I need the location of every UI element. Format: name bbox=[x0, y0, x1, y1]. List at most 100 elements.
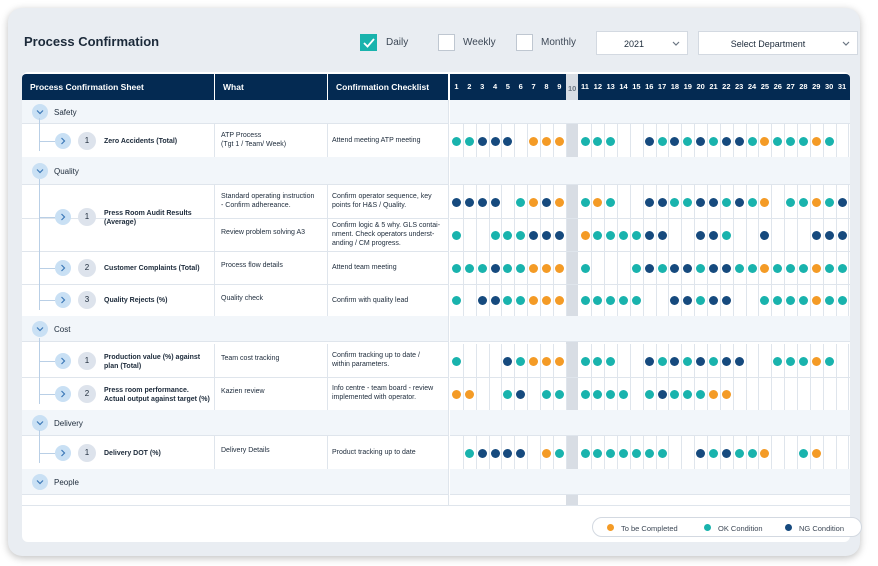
day-divider bbox=[822, 124, 824, 157]
day-divider bbox=[681, 218, 683, 251]
section-collapse-button[interactable] bbox=[32, 163, 48, 179]
day-divider bbox=[784, 344, 786, 377]
day-header-18: 18 bbox=[670, 82, 680, 91]
section-collapse-button[interactable] bbox=[32, 415, 48, 431]
day-divider bbox=[668, 284, 670, 316]
status-dot bbox=[631, 263, 641, 273]
day-divider bbox=[796, 377, 798, 410]
day-divider bbox=[475, 344, 477, 377]
row-expand-button[interactable] bbox=[55, 209, 71, 225]
day-divider bbox=[617, 185, 619, 218]
status-dot bbox=[477, 197, 487, 207]
day-divider bbox=[745, 436, 747, 469]
confirmation-card: Process Confirmation Sheet What Confirmati… bbox=[22, 72, 862, 542]
day-divider bbox=[771, 124, 773, 157]
monthly-checkbox[interactable] bbox=[516, 34, 533, 51]
status-dot bbox=[837, 296, 847, 305]
header-sheet-label: Process Confirmation Sheet bbox=[30, 82, 144, 92]
status-dot bbox=[696, 448, 706, 458]
daily-checkbox[interactable] bbox=[360, 34, 377, 51]
day-divider bbox=[771, 251, 773, 284]
day-divider bbox=[462, 185, 464, 218]
status-dot bbox=[670, 296, 680, 305]
day-divider bbox=[694, 377, 696, 410]
status-dot bbox=[709, 389, 718, 399]
status-dot bbox=[683, 356, 693, 366]
status-dot bbox=[798, 448, 808, 458]
status-dot bbox=[593, 448, 603, 458]
day-divider bbox=[681, 436, 683, 469]
day-divider bbox=[745, 218, 747, 251]
chevron-right-icon bbox=[61, 296, 66, 304]
year-select[interactable]: 2021 bbox=[596, 31, 688, 55]
day-divider bbox=[527, 124, 529, 157]
status-dot bbox=[516, 197, 526, 207]
day-divider bbox=[591, 284, 593, 316]
col-divider bbox=[327, 185, 328, 218]
day-divider bbox=[642, 284, 644, 316]
department-select[interactable]: Select Department bbox=[698, 31, 858, 55]
day-divider bbox=[655, 185, 657, 218]
day-divider bbox=[629, 218, 631, 251]
day-divider bbox=[475, 185, 477, 218]
row-expand-button[interactable] bbox=[55, 385, 71, 402]
row-expand-button[interactable] bbox=[55, 132, 71, 149]
row-checklist: Confirm with quality lead bbox=[332, 297, 409, 304]
day-divider bbox=[488, 436, 490, 469]
day-divider bbox=[771, 284, 773, 316]
day-divider bbox=[604, 218, 606, 251]
row-expand-button[interactable] bbox=[55, 259, 71, 276]
status-dot bbox=[554, 197, 564, 207]
status-dot bbox=[554, 230, 564, 240]
day-divider bbox=[629, 284, 631, 316]
day-divider bbox=[617, 436, 619, 469]
day-divider bbox=[745, 251, 747, 284]
status-dot bbox=[606, 136, 616, 146]
status-dot bbox=[516, 230, 526, 240]
day-divider bbox=[758, 185, 760, 218]
status-dot bbox=[529, 136, 539, 146]
day-divider bbox=[784, 284, 786, 316]
row-expand-button[interactable] bbox=[55, 444, 71, 461]
day-divider bbox=[707, 436, 708, 469]
status-dot bbox=[503, 448, 513, 458]
day-divider bbox=[822, 185, 824, 218]
section-bg-quality bbox=[22, 157, 448, 185]
section-collapse-button[interactable] bbox=[32, 474, 48, 490]
row-expand-button[interactable] bbox=[55, 292, 71, 308]
section-days-bg bbox=[450, 410, 850, 436]
legend: To be Completed OK Condition NG Conditio… bbox=[592, 517, 862, 537]
row-checklist: Info centre - team board - review implem… bbox=[332, 385, 434, 401]
status-dot bbox=[670, 197, 680, 207]
status-dot bbox=[709, 263, 718, 273]
status-dot bbox=[709, 230, 718, 240]
day-divider bbox=[501, 124, 503, 157]
status-dot bbox=[721, 197, 731, 207]
status-dot bbox=[670, 356, 680, 366]
day-divider bbox=[475, 377, 477, 410]
day-divider bbox=[514, 185, 516, 218]
day-divider bbox=[719, 377, 721, 410]
page-title: Process Confirmation bbox=[24, 34, 160, 49]
status-dot bbox=[760, 230, 770, 240]
day-divider bbox=[462, 251, 464, 284]
section-collapse-button[interactable] bbox=[32, 104, 48, 120]
status-dot bbox=[798, 136, 808, 146]
day-divider bbox=[539, 251, 541, 284]
row-expand-button[interactable] bbox=[55, 352, 71, 369]
row-name: Delivery DOT (%) bbox=[104, 449, 161, 457]
day-divider bbox=[604, 377, 606, 410]
status-dot bbox=[503, 389, 513, 399]
day-divider bbox=[604, 344, 606, 377]
weekly-checkbox[interactable] bbox=[438, 34, 455, 51]
status-dot bbox=[709, 296, 718, 305]
day-divider bbox=[655, 124, 657, 157]
tree-line bbox=[39, 212, 40, 245]
status-dot bbox=[503, 263, 513, 273]
status-dot bbox=[516, 296, 526, 305]
status-dot bbox=[773, 263, 783, 273]
section-collapse-button[interactable] bbox=[32, 321, 48, 337]
status-dot bbox=[824, 296, 834, 305]
day-divider bbox=[668, 124, 670, 157]
day-divider bbox=[758, 284, 760, 316]
